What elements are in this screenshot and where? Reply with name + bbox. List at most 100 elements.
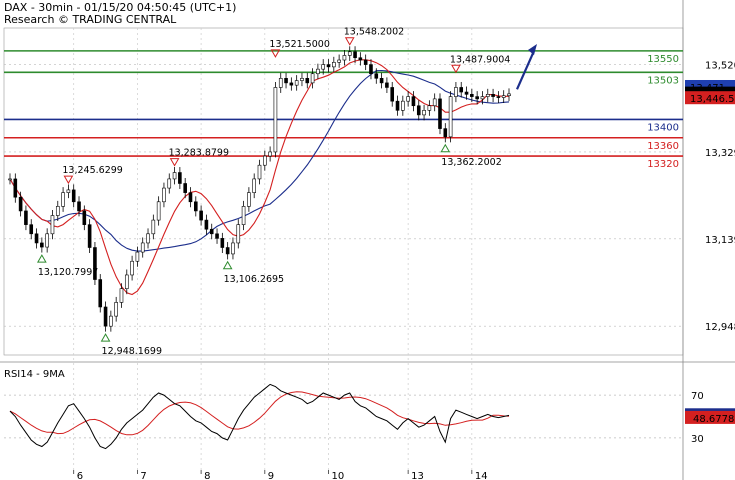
level-label-13400: 13400 (647, 122, 679, 133)
candle-body (263, 155, 267, 166)
candle-body (289, 82, 294, 86)
price-y-tick-label: 13,520 (705, 61, 735, 72)
candle-body (395, 100, 400, 111)
candle-body (178, 172, 182, 184)
candle-body (236, 224, 241, 244)
candle-body (358, 57, 363, 61)
candle-body (172, 172, 177, 180)
rsi-value-tag-label: 48.6778 (693, 414, 734, 425)
candle-body (475, 96, 479, 100)
candle-body (220, 238, 225, 248)
x-tick-label: 7 (140, 471, 146, 480)
price-y-tick-label: 13,329 (705, 148, 735, 159)
pivot-low-marker (222, 260, 233, 270)
candle-body (416, 105, 421, 116)
candle-body (193, 201, 198, 212)
candle-body (61, 192, 65, 207)
candle-body (300, 78, 304, 81)
forecast-arrow-head (528, 44, 537, 56)
candle-body (55, 206, 60, 216)
candle-body (40, 242, 44, 248)
candle-body (454, 87, 458, 97)
level-label-13503: 13503 (647, 75, 679, 86)
pivot-high-label: 13,548.2002 (344, 27, 404, 38)
rsi-ma-line (9, 391, 510, 436)
level-label-13320: 13320 (647, 159, 679, 170)
candle-body (342, 55, 347, 61)
candle-body (464, 91, 469, 95)
price-tag-box (685, 91, 735, 105)
candle-body (50, 215, 55, 235)
candle-body (162, 187, 166, 203)
pivot-high-label: 13,283.8799 (169, 148, 229, 159)
candle-body (8, 178, 12, 181)
candle-body (432, 98, 437, 107)
candle-body (82, 210, 87, 225)
candle-body (284, 78, 288, 84)
price-y-tick-label: 12,948 (705, 322, 735, 333)
x-tick-label: 6 (77, 471, 83, 480)
pivot-high-label: 13,521.5000 (269, 39, 329, 50)
candle-body (18, 196, 23, 212)
candle-body (135, 251, 140, 262)
pivot-low-label: 12,948.1699 (102, 346, 162, 357)
candle-body (29, 224, 34, 235)
candle-body (501, 95, 506, 98)
candle-body (273, 87, 278, 153)
candle-body (294, 80, 299, 86)
candle-body (443, 128, 448, 138)
candle-body (406, 96, 410, 102)
candle-body (268, 151, 272, 157)
candle-body (507, 93, 511, 96)
rsi-line (9, 383, 510, 450)
moving-average-slow-line (9, 69, 510, 252)
pivot-high-marker (169, 158, 180, 167)
candle-body (363, 59, 368, 65)
candle-body (71, 189, 76, 203)
candle-body (183, 183, 187, 193)
pivot-low-marker (440, 143, 451, 153)
candle-body (87, 224, 92, 248)
candle-body (278, 78, 283, 88)
candle-body (496, 96, 501, 98)
candle-body (231, 242, 235, 255)
price-y-tick-label: 13,139 (705, 235, 735, 246)
candle-body (332, 62, 336, 68)
candle-body (379, 78, 384, 84)
chart-header-title: DAX - 30min - 01/15/20 04:50:45 (UTC+1) (4, 1, 237, 14)
candle-body (199, 210, 203, 221)
moving-average-fast-line (9, 59, 509, 296)
candle-body (215, 233, 219, 239)
candle-body (103, 306, 108, 327)
pivot-low-label: 13,106.2695 (224, 274, 284, 285)
candle-body (438, 98, 442, 129)
candle-body (204, 219, 209, 230)
candle-body (310, 73, 315, 84)
candle-body (167, 178, 172, 189)
candle-body (188, 192, 193, 203)
candle-body (374, 73, 379, 79)
candle-body (209, 228, 214, 235)
pivot-high-marker (63, 175, 74, 185)
candle-body (480, 96, 485, 100)
candle-body (316, 68, 320, 75)
candle-body (151, 219, 156, 235)
x-tick-label: 8 (204, 471, 210, 480)
candle-body (24, 210, 28, 225)
candle-body (321, 64, 326, 70)
candle-body (337, 59, 341, 63)
candle-body (353, 51, 357, 59)
x-tick-label: 10 (332, 471, 345, 480)
candle-body (459, 87, 464, 93)
candle-body (124, 274, 129, 289)
candle-body (385, 82, 389, 88)
candle-body (448, 96, 453, 138)
candle-body (140, 242, 145, 253)
rsi-panel-title: RSI14 - 9MA (4, 369, 65, 380)
candle-body (491, 94, 495, 97)
candle-body (427, 105, 432, 111)
candle-body (422, 110, 426, 116)
candle-body (119, 288, 124, 303)
candle-body (347, 51, 352, 56)
